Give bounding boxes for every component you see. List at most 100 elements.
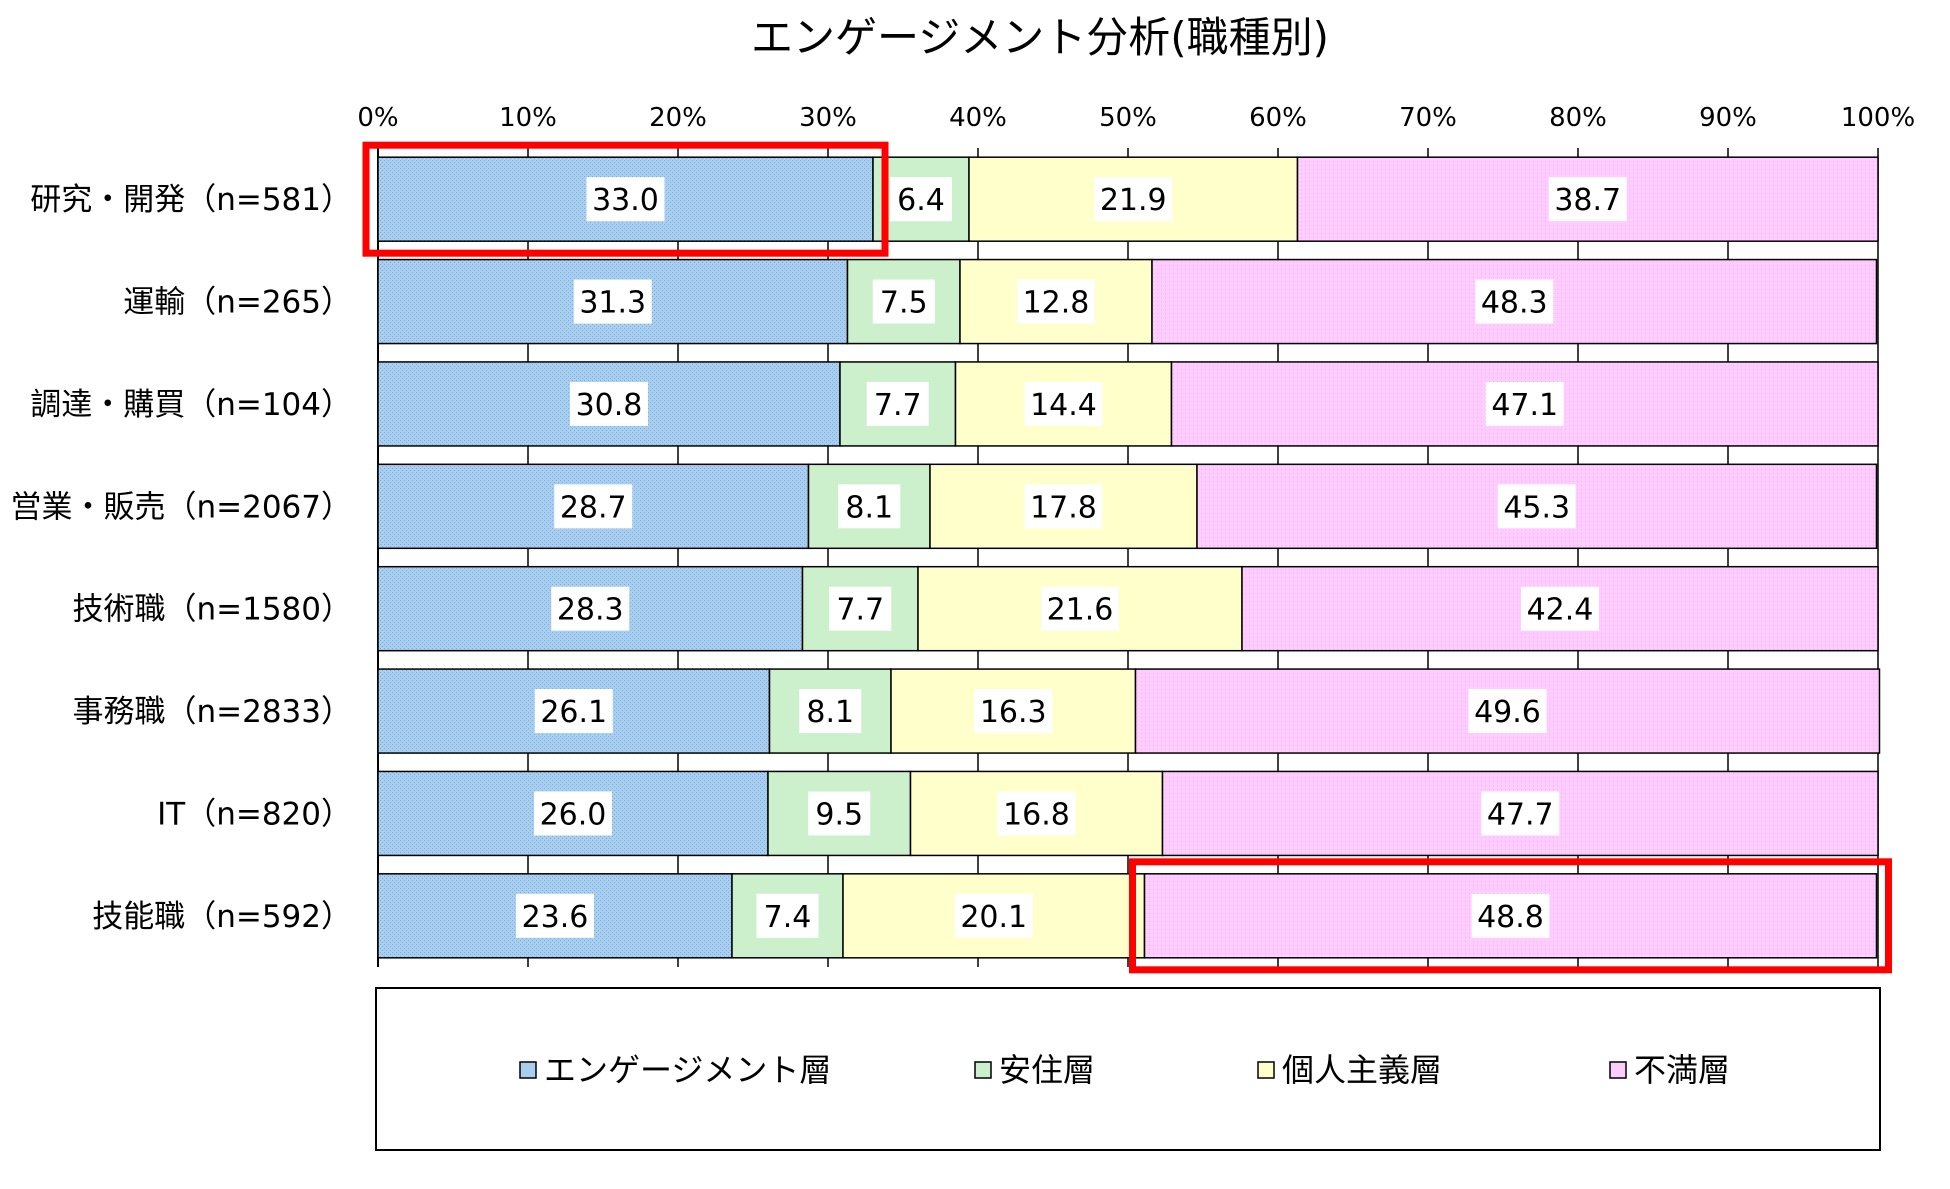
legend-label: 安住層 xyxy=(999,1051,1095,1089)
data-label: 26.1 xyxy=(540,695,607,730)
data-label: 16.8 xyxy=(1003,797,1070,832)
data-label-bg xyxy=(974,689,1053,734)
data-label: 17.8 xyxy=(1030,490,1097,525)
data-label: 26.0 xyxy=(540,797,607,832)
x-tick-label: 40% xyxy=(949,103,1007,133)
data-label-bg xyxy=(997,791,1076,836)
data-label: 48.3 xyxy=(1481,286,1548,321)
highlight-boxes xyxy=(362,141,1892,974)
x-tick-label: 60% xyxy=(1249,103,1307,133)
data-label-bg xyxy=(1497,484,1576,529)
legend-label: 不満層 xyxy=(1634,1051,1730,1089)
category-label: 運輸（n=265） xyxy=(123,285,352,321)
data-label: 7.7 xyxy=(874,388,922,423)
data-label-bg xyxy=(586,177,665,222)
data-label: 21.9 xyxy=(1100,183,1167,218)
data-label-bg xyxy=(1024,484,1103,529)
data-label-bg xyxy=(1468,689,1547,734)
x-tick-label: 10% xyxy=(499,103,557,133)
data-label-bg xyxy=(872,279,935,324)
category-label: 研究・開発（n=581） xyxy=(30,182,352,218)
data-label-bg xyxy=(1471,893,1550,938)
data-label: 49.6 xyxy=(1474,695,1541,730)
data-label-bg xyxy=(799,689,862,734)
data-label: 14.4 xyxy=(1030,388,1097,423)
data-label: 47.7 xyxy=(1487,797,1554,832)
bars xyxy=(377,156,1881,959)
data-label: 28.3 xyxy=(557,593,624,628)
data-label: 33.0 xyxy=(592,183,659,218)
data-label: 31.3 xyxy=(579,286,646,321)
data-label-bg xyxy=(890,177,952,222)
data-label-bg xyxy=(534,689,613,734)
x-tick-label: 50% xyxy=(1099,103,1157,133)
category-labels: 研究・開発（n=581） 運輸（n=265） 調達・購買（n=104） 営業・販売（n… xyxy=(10,182,352,935)
highlight-box xyxy=(1129,858,1892,974)
data-label-bg xyxy=(551,586,630,631)
legend-swatch xyxy=(519,1061,537,1079)
chart-title: エンゲージメント分析(職種別) xyxy=(751,13,1329,62)
data-label-bg xyxy=(829,586,892,631)
x-tick-label: 90% xyxy=(1699,103,1757,133)
data-label: 6.4 xyxy=(897,183,945,218)
x-tick-label: 0% xyxy=(357,103,398,133)
data-label-bg xyxy=(954,893,1033,938)
data-label: 16.3 xyxy=(980,695,1047,730)
x-tick-label: 20% xyxy=(649,103,707,133)
legend-swatch xyxy=(1609,1061,1627,1079)
data-label-bg xyxy=(534,791,612,836)
legend: エンゲージメント層 安住層 個人主義層 不満層 xyxy=(519,1051,1730,1089)
data-labels: 33.0 6.4 21.9 38.7 31.3 7.5 12.8 48.3 30.8 7.7 14.… xyxy=(516,177,1627,938)
data-label: 12.8 xyxy=(1023,286,1090,321)
data-label-bg xyxy=(756,893,819,938)
data-label-bg xyxy=(570,381,648,426)
data-label-bg xyxy=(1041,586,1119,631)
category-label: 技能職（n=592） xyxy=(92,899,352,935)
data-label-bg xyxy=(516,893,594,938)
data-label: 38.7 xyxy=(1554,183,1621,218)
category-label: 技術職（n=1580） xyxy=(72,592,352,628)
data-label-bg xyxy=(554,484,633,529)
data-label: 45.3 xyxy=(1503,490,1570,525)
data-label: 23.6 xyxy=(522,900,589,935)
data-label-bg xyxy=(1475,279,1554,324)
legend-swatch xyxy=(974,1061,992,1079)
legend-label: エンゲージメント層 xyxy=(544,1051,831,1089)
data-label: 30.8 xyxy=(576,388,643,423)
legend-label: 個人主義層 xyxy=(1282,1051,1442,1089)
x-tick-label: 30% xyxy=(799,103,857,133)
data-label: 42.4 xyxy=(1527,593,1594,628)
data-label-bg xyxy=(838,484,901,529)
data-label: 8.1 xyxy=(806,695,854,730)
data-label-bg xyxy=(1521,586,1599,631)
data-label-bg xyxy=(1548,177,1627,222)
data-label-bg xyxy=(808,791,871,836)
data-label: 47.1 xyxy=(1491,388,1558,423)
legend-box xyxy=(375,987,1881,1151)
data-label: 8.1 xyxy=(845,490,893,525)
data-label-bg xyxy=(866,381,929,426)
data-label-bg xyxy=(1481,791,1560,836)
data-label-bg xyxy=(1017,279,1095,324)
category-label: 事務職（n=2833） xyxy=(72,694,352,730)
data-label: 48.8 xyxy=(1477,900,1544,935)
data-label: 20.1 xyxy=(960,900,1027,935)
data-label-bg xyxy=(1485,381,1564,426)
data-label: 28.7 xyxy=(560,490,627,525)
category-label: IT（n=820） xyxy=(157,796,352,832)
data-label-bg xyxy=(1024,381,1103,426)
data-label: 7.4 xyxy=(764,900,812,935)
data-label: 9.5 xyxy=(815,797,863,832)
data-label-bg xyxy=(1094,177,1173,222)
bar-segment xyxy=(968,156,1299,242)
data-label: 7.5 xyxy=(880,286,928,321)
data-label-bg xyxy=(573,279,652,324)
category-label: 調達・購買（n=104） xyxy=(30,387,352,423)
highlight-box xyxy=(362,141,889,257)
x-tick-label: 100% xyxy=(1841,103,1915,133)
bar-segment xyxy=(929,463,1198,550)
data-label: 21.6 xyxy=(1047,593,1114,628)
x-tick-labels: 0% 10% 20% 30% 40% 50% 60% 70% 80% 90% 100% xyxy=(357,103,1915,133)
